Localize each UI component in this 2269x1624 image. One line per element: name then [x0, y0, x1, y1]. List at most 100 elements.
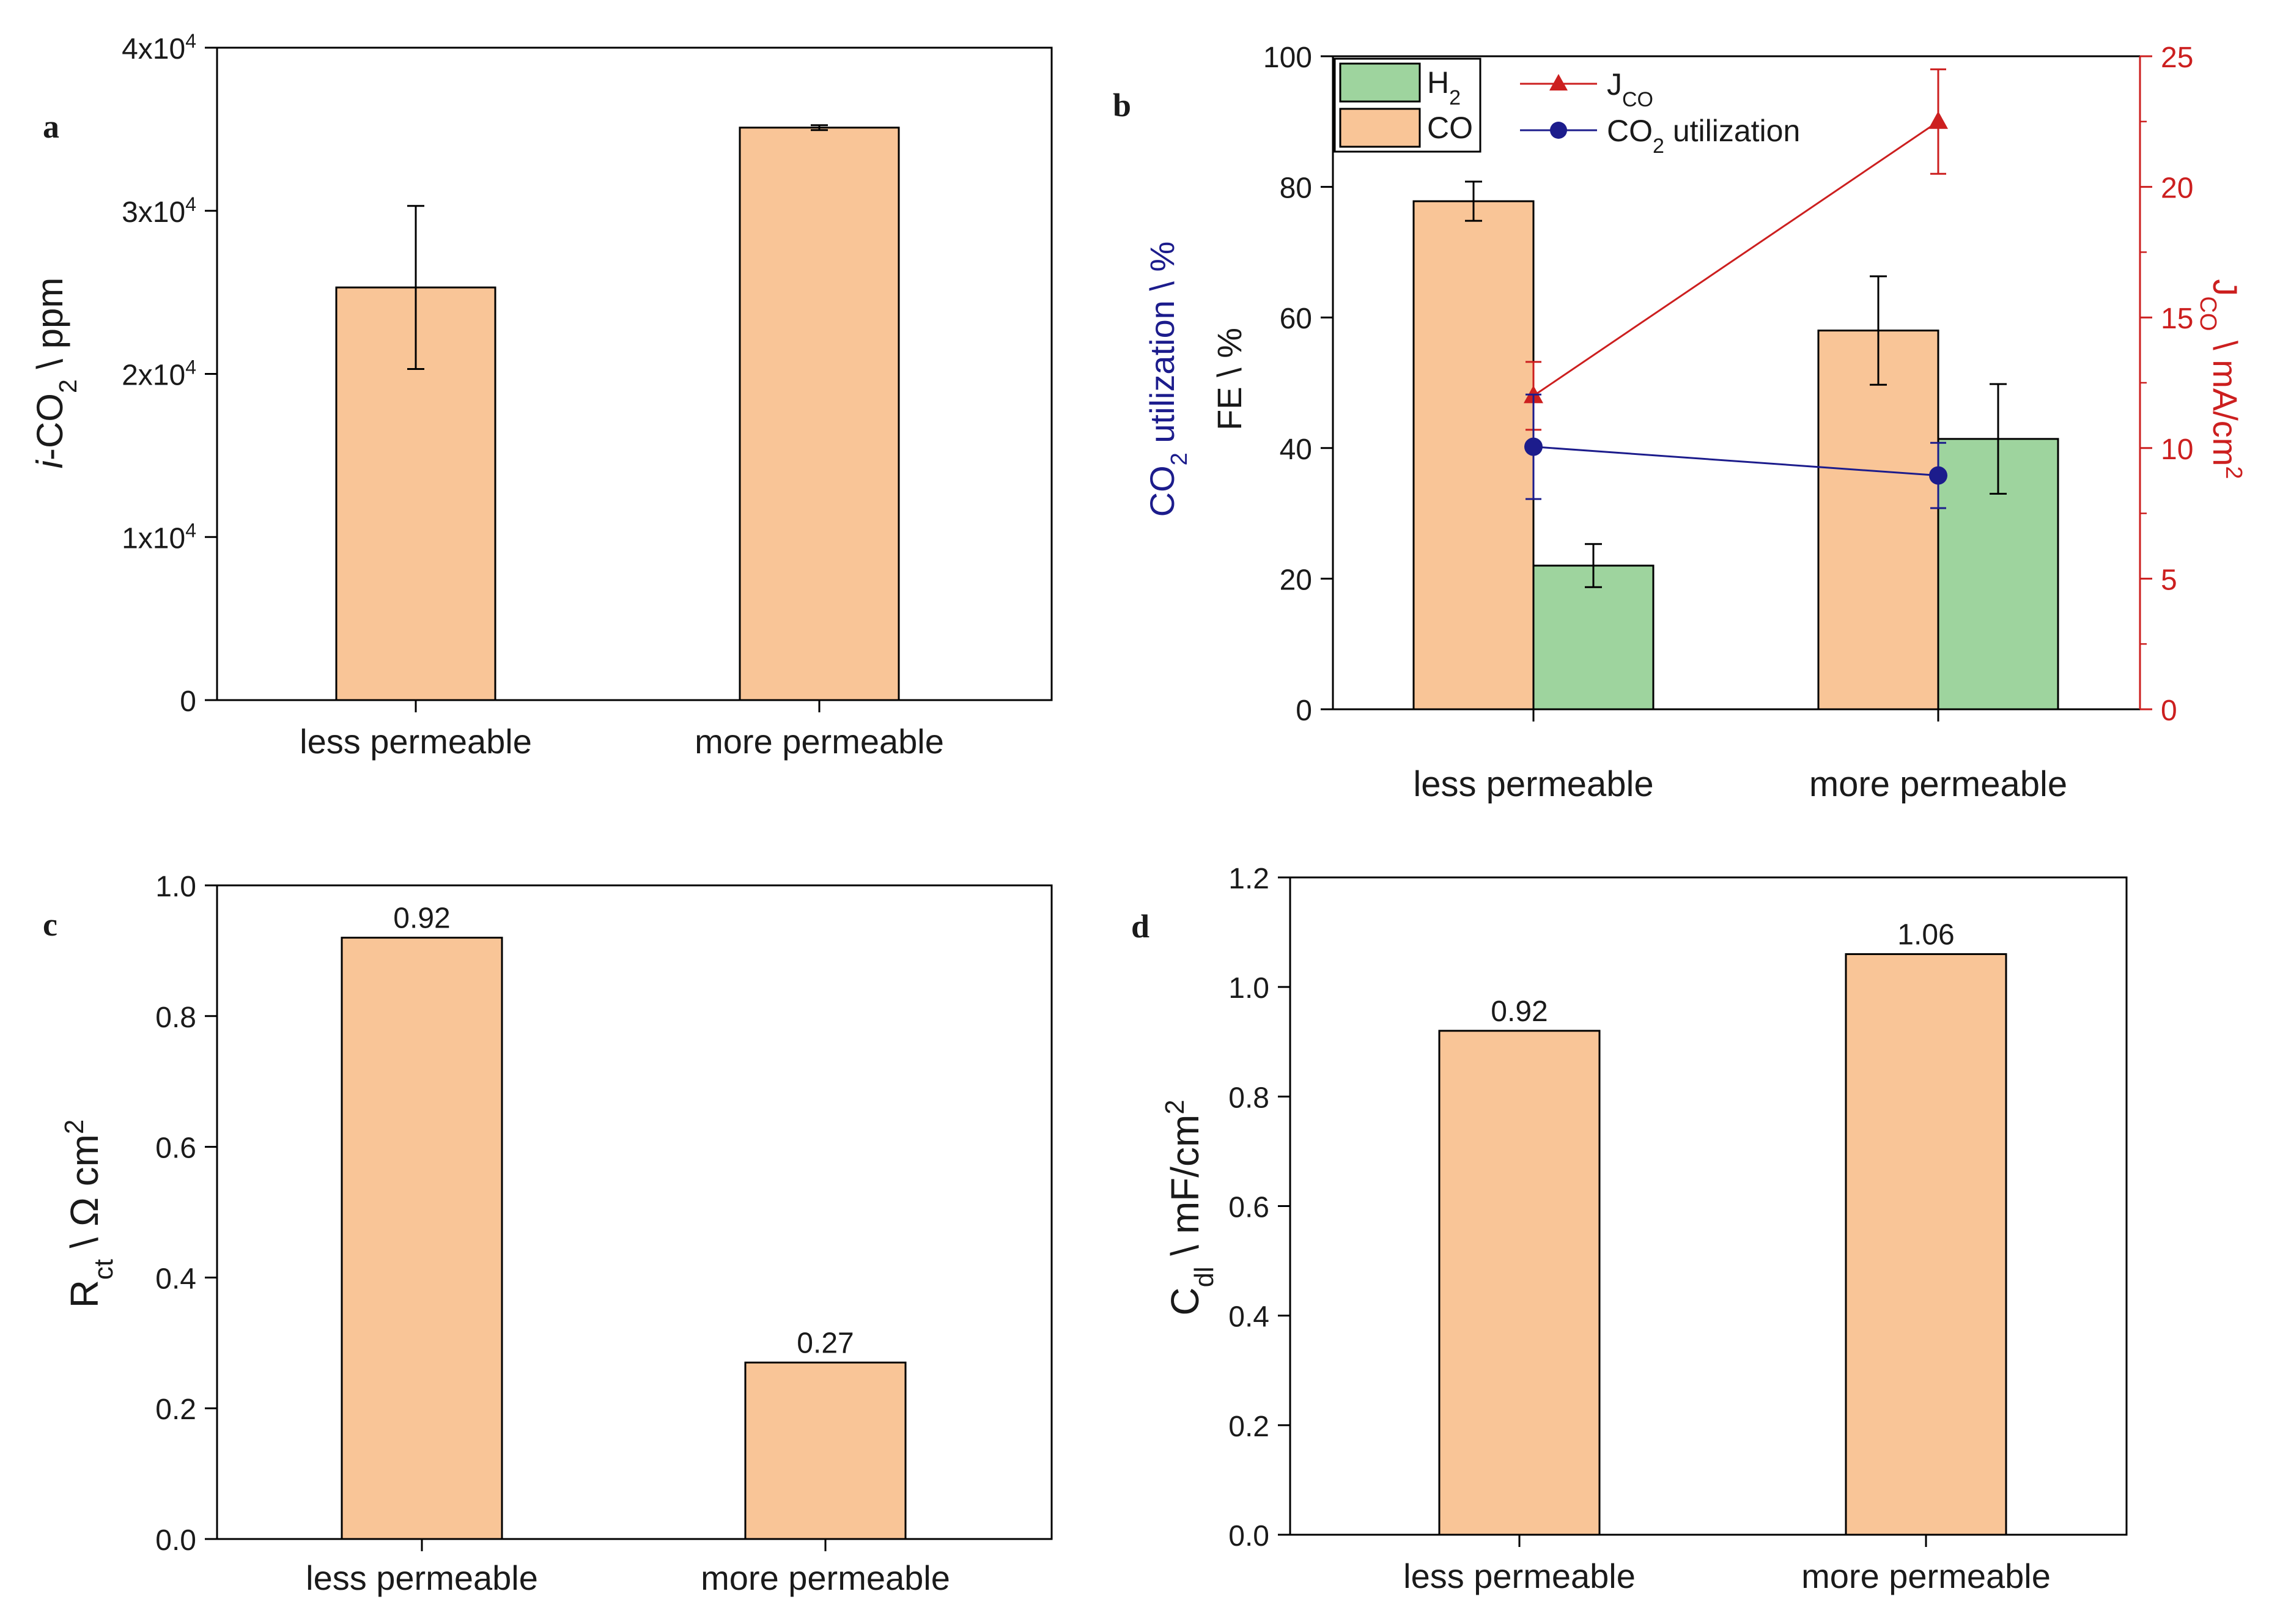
y-axis-label: i-CO2 \ ppm — [29, 278, 82, 469]
y-tick-label-base: 2x10 — [122, 360, 185, 392]
y-tick-label-exp: 4 — [185, 193, 196, 215]
legend-label-bar-0-part-1: 2 — [1449, 86, 1461, 109]
y-axis-label-utilization: CO2 utilization \ % — [1143, 242, 1192, 517]
legend-label-line-0-part-0: J — [1607, 67, 1622, 102]
y2-tick-label: 0 — [2161, 695, 2177, 727]
legend-label-bar-1-part-0: CO — [1427, 111, 1473, 145]
y2-tick-label: 10 — [2161, 434, 2193, 466]
y-tick-label-base: 3x10 — [122, 196, 185, 229]
y-tick-label: 1.0 — [1228, 972, 1269, 1005]
y-tick-label: 0.4 — [155, 1263, 196, 1295]
y2-tick-label: 5 — [2161, 564, 2177, 596]
data-label-1: 0.27 — [797, 1327, 854, 1359]
data-label-1: 1.06 — [1897, 918, 1954, 951]
legend-swatch-0 — [1339, 62, 1421, 103]
y-tick-label: 0.2 — [155, 1393, 196, 1426]
legend-swatch-1 — [1339, 108, 1421, 148]
legend-label-line-1: CO2 utilization — [1607, 114, 1800, 158]
marker-util-0 — [1524, 437, 1543, 456]
y-axis-label-part-1: dl — [1190, 1266, 1219, 1287]
y-tick-label: 100 — [1263, 42, 1312, 74]
panel-b: less permeable more permeable020406080100… — [1113, 42, 2246, 804]
legend-label-line-1-part-2: utilization — [1664, 114, 1800, 148]
y-tick-label: 0.8 — [1228, 1082, 1269, 1114]
y-axis-label-part-1: -CO — [29, 393, 70, 460]
line-1 — [1533, 446, 1939, 477]
bar-0 — [1438, 1030, 1601, 1536]
bar-1 — [744, 1361, 907, 1540]
y-tick-label: 0.0 — [1228, 1520, 1269, 1552]
y-axis-label-part-3: 2 — [60, 1120, 89, 1134]
y-tick-label: 60 — [1280, 303, 1312, 335]
y-tick-label-base: 0 — [180, 685, 196, 718]
y-tick-label: 0.8 — [155, 1002, 196, 1034]
y-tick-label: 80 — [1280, 172, 1312, 205]
bar-co-1 — [1817, 330, 1939, 711]
y-tick-label: 40 — [1280, 434, 1312, 466]
y-tick-label: 1.0 — [155, 871, 196, 903]
legend-marker-circle — [1550, 122, 1567, 139]
y-axis-label-part-0: i — [29, 459, 70, 468]
y2-tick-label: 20 — [2161, 172, 2193, 205]
y-axis-label-part-3: \ ppm — [29, 278, 70, 380]
x-tick-label: more permeable — [695, 722, 944, 761]
y-tick-label-base: 4x10 — [122, 33, 185, 65]
panel-letter: a — [43, 108, 59, 145]
y-axis-label: Rct \ Ω cm2 — [60, 1120, 119, 1308]
y-axis-label: Cdl \ mF/cm2 — [1160, 1099, 1219, 1315]
y2-tick-label: 25 — [2161, 42, 2193, 74]
y-tick-label-base: 1x10 — [122, 522, 185, 555]
y-axis-label-part-0: C — [1163, 1287, 1207, 1315]
y2-axis-label-part-2: \ mA/cm — [2206, 331, 2245, 467]
y2-tick-label: 15 — [2161, 303, 2193, 335]
y-axis-label-part-3: 2 — [1160, 1099, 1190, 1114]
y-tick-label: 0 — [1296, 695, 1312, 727]
x-tick-label: more permeable — [1801, 1557, 2051, 1595]
legend-label-bar-1: CO — [1427, 111, 1473, 145]
y-axis-label-part-1: ct — [89, 1259, 119, 1280]
y-tick-label: 1x104 — [122, 519, 196, 555]
line-0 — [1533, 120, 1939, 397]
data-label-0: 0.92 — [393, 902, 450, 935]
y-tick-label: 1.2 — [1228, 863, 1269, 895]
marker-util-1 — [1929, 466, 1947, 485]
y-tick-label: 0.0 — [155, 1524, 196, 1557]
legend-label-line-1-part-1: 2 — [1653, 135, 1664, 158]
x-tick-label: more permeable — [701, 1559, 950, 1597]
y-tick-label: 0.6 — [155, 1132, 196, 1165]
panel-letter: c — [43, 906, 57, 943]
y-axis-label-utilization-part-2: utilization \ % — [1143, 242, 1181, 453]
y-tick-label-exp: 4 — [185, 30, 196, 52]
plot-frame — [216, 884, 1053, 1540]
legend-label-line-1-part-0: CO — [1607, 114, 1653, 148]
legend-label-bar-0: H2 — [1427, 65, 1461, 109]
panel-a: less permeable more permeable01x1042x1043… — [29, 30, 1053, 761]
x-tick-label: less permeable — [306, 1559, 538, 1597]
panel-letter: d — [1131, 908, 1149, 945]
y-axis-label-part-2: 2 — [54, 379, 82, 393]
y-tick-label: 4x104 — [122, 30, 196, 65]
y-tick-label: 0.4 — [1228, 1301, 1269, 1334]
legend-marker-triangle — [1549, 74, 1568, 90]
x-tick-label: more permeable — [1809, 764, 2067, 804]
x-tick-label: less permeable — [300, 722, 532, 761]
panel-letter: b — [1113, 87, 1131, 124]
legend-label-line-0-part-1: CO — [1622, 88, 1653, 111]
bar-1 — [1845, 953, 2007, 1536]
bar-h2-0 — [1532, 564, 1655, 711]
y-axis-label-part-2: \ Ω cm — [62, 1134, 106, 1259]
y2-axis-label-part-0: J — [2206, 279, 2245, 296]
legend-label-bar-0-part-0: H — [1427, 65, 1449, 100]
y2-axis-label-part-3: 2 — [2221, 466, 2246, 479]
bar-0 — [341, 937, 503, 1540]
y-axis-label-part-2: \ mF/cm — [1163, 1115, 1207, 1267]
y2-axis-label: JCO \ mA/cm2 — [2195, 279, 2246, 479]
bar-1 — [739, 127, 900, 701]
legend-label-line-0: JCO — [1607, 67, 1653, 111]
y-axis-label-utilization-part-0: CO — [1143, 465, 1181, 517]
y-tick-label-exp: 4 — [185, 356, 196, 378]
panel-c: 0.92 0.27 less permeable more permeable 0.0 0… — [43, 871, 1053, 1597]
x-tick-label: less permeable — [1413, 764, 1653, 804]
